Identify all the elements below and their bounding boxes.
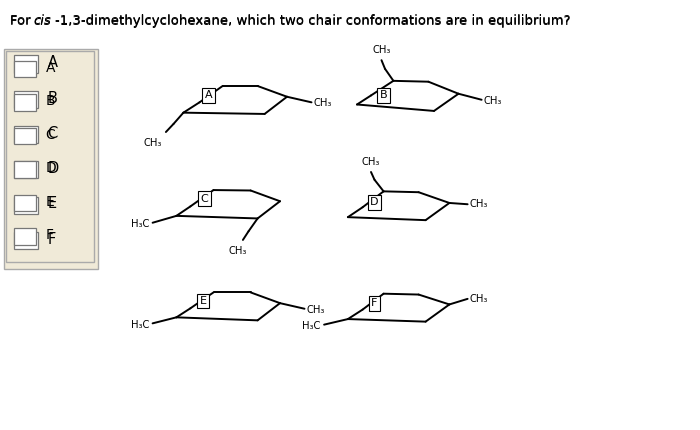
Text: A: A xyxy=(205,90,212,101)
Text: C: C xyxy=(46,128,55,141)
Text: A: A xyxy=(48,55,57,70)
Text: D: D xyxy=(46,161,56,175)
Text: F: F xyxy=(46,228,53,242)
Text: CH₃: CH₃ xyxy=(144,138,162,148)
Text: cis: cis xyxy=(34,15,51,28)
Text: C: C xyxy=(200,194,209,204)
Text: For: For xyxy=(10,14,35,27)
Text: B: B xyxy=(380,90,387,101)
Text: E: E xyxy=(46,195,55,209)
Text: F: F xyxy=(371,298,378,308)
Text: CH₃: CH₃ xyxy=(307,304,325,315)
Text: cis: cis xyxy=(34,14,51,27)
Text: H₃C: H₃C xyxy=(131,319,149,330)
Text: C: C xyxy=(48,126,58,141)
Text: CH₃: CH₃ xyxy=(372,45,391,55)
Text: -1,3-dimethylcyclohexane, which two chair conformations are in equilibrium?: -1,3-dimethylcyclohexane, which two chai… xyxy=(55,15,570,28)
Text: E: E xyxy=(48,197,57,211)
Text: D: D xyxy=(370,197,379,207)
Text: B: B xyxy=(46,94,55,108)
Text: CH₃: CH₃ xyxy=(470,294,488,304)
Text: D: D xyxy=(48,161,59,176)
Text: H₃C: H₃C xyxy=(131,218,149,229)
Text: CH₃: CH₃ xyxy=(362,157,380,167)
Text: For: For xyxy=(10,15,35,28)
Text: CH₃: CH₃ xyxy=(484,96,502,106)
Text: E: E xyxy=(199,296,206,306)
Text: A: A xyxy=(46,61,55,74)
Text: B: B xyxy=(48,91,57,105)
Text: H₃C: H₃C xyxy=(302,321,321,331)
Text: CH₃: CH₃ xyxy=(229,246,247,256)
Text: CH₃: CH₃ xyxy=(314,98,332,108)
Text: -1,3-dimethylcyclohexane, which two chair conformations are in equilibrium?: -1,3-dimethylcyclohexane, which two chai… xyxy=(55,14,570,27)
Text: F: F xyxy=(48,232,56,246)
Text: CH₃: CH₃ xyxy=(470,199,488,209)
